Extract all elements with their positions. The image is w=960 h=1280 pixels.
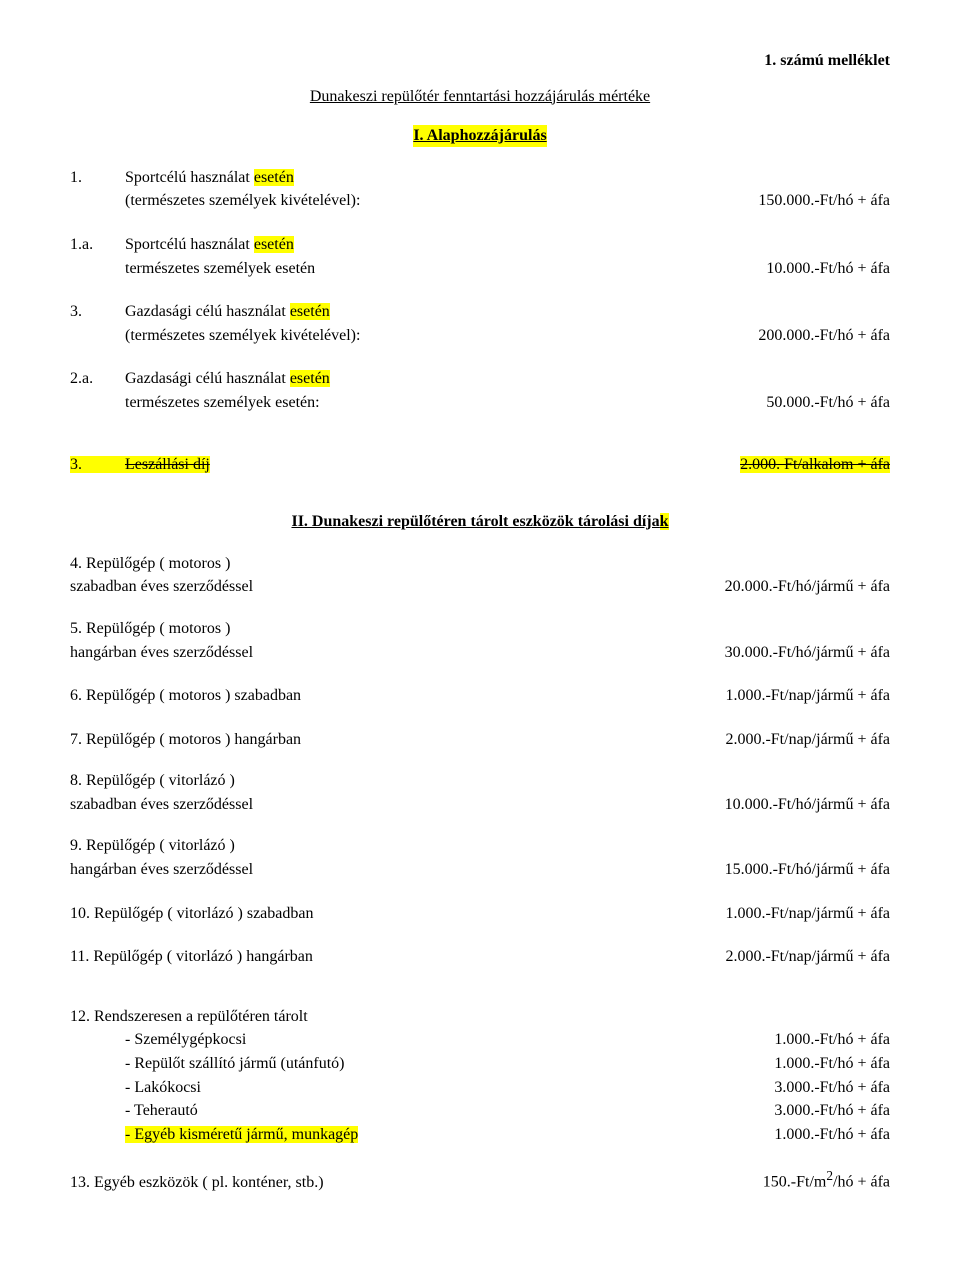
main-title: Dunakeszi repülőtér fenntartási hozzájár… xyxy=(70,86,890,108)
fee-row: 5. Repülőgép ( motoros )hangárban éves s… xyxy=(70,618,890,663)
fee-row: 6. Repülőgép ( motoros ) szabadban1.000.… xyxy=(70,685,890,707)
fee-row: 7. Repülőgép ( motoros ) hangárban2.000.… xyxy=(70,729,890,751)
fee-row: 10. Repülőgép ( vitorlázó ) szabadban1.0… xyxy=(70,903,890,925)
fee-row: 1.Sportcélú használat esetén(természetes… xyxy=(70,167,890,212)
fee-row-strike: 3.Leszállási díj 2.000. Ft/alkalom + áfa xyxy=(70,454,890,476)
section-1-title: I. Alaphozzájárulás xyxy=(70,125,890,147)
fee-row: 3.Gazdasági célú használat esetén(termés… xyxy=(70,301,890,346)
section-2-title: II. Dunakeszi repülőtéren tárolt eszközö… xyxy=(70,511,890,533)
appendix-header: 1. számú melléklet xyxy=(70,50,890,72)
fee-row: 11. Repülőgép ( vitorlázó ) hangárban2.0… xyxy=(70,946,890,968)
fee-row: 9. Repülőgép ( vitorlázó )hangárban éves… xyxy=(70,835,890,880)
fee-row: 4. Repülőgép ( motoros )szabadban éves s… xyxy=(70,553,890,598)
fee-subrow: - Lakókocsi3.000.-Ft/hó + áfa xyxy=(70,1077,890,1099)
fee-subrow: - Repülőt szállító jármű (utánfutó)1.000… xyxy=(70,1053,890,1075)
fee-row: 1.a.Sportcélú használat eseténtermészete… xyxy=(70,234,890,279)
fee-subrow: - Egyéb kisméretű jármű, munkagép1.000.-… xyxy=(70,1124,890,1146)
fee-row-12: 12. Rendszeresen a repülőtéren tárolt xyxy=(70,1006,890,1028)
fee-subrow: - Személygépkocsi1.000.-Ft/hó + áfa xyxy=(70,1029,890,1051)
fee-row: 8. Repülőgép ( vitorlázó )szabadban éves… xyxy=(70,770,890,815)
fee-row-13: 13. Egyéb eszközök ( pl. konténer, stb.)… xyxy=(70,1167,890,1193)
fee-subrow: - Teherautó3.000.-Ft/hó + áfa xyxy=(70,1100,890,1122)
fee-row: 2.a.Gazdasági célú használat eseténtermé… xyxy=(70,368,890,413)
